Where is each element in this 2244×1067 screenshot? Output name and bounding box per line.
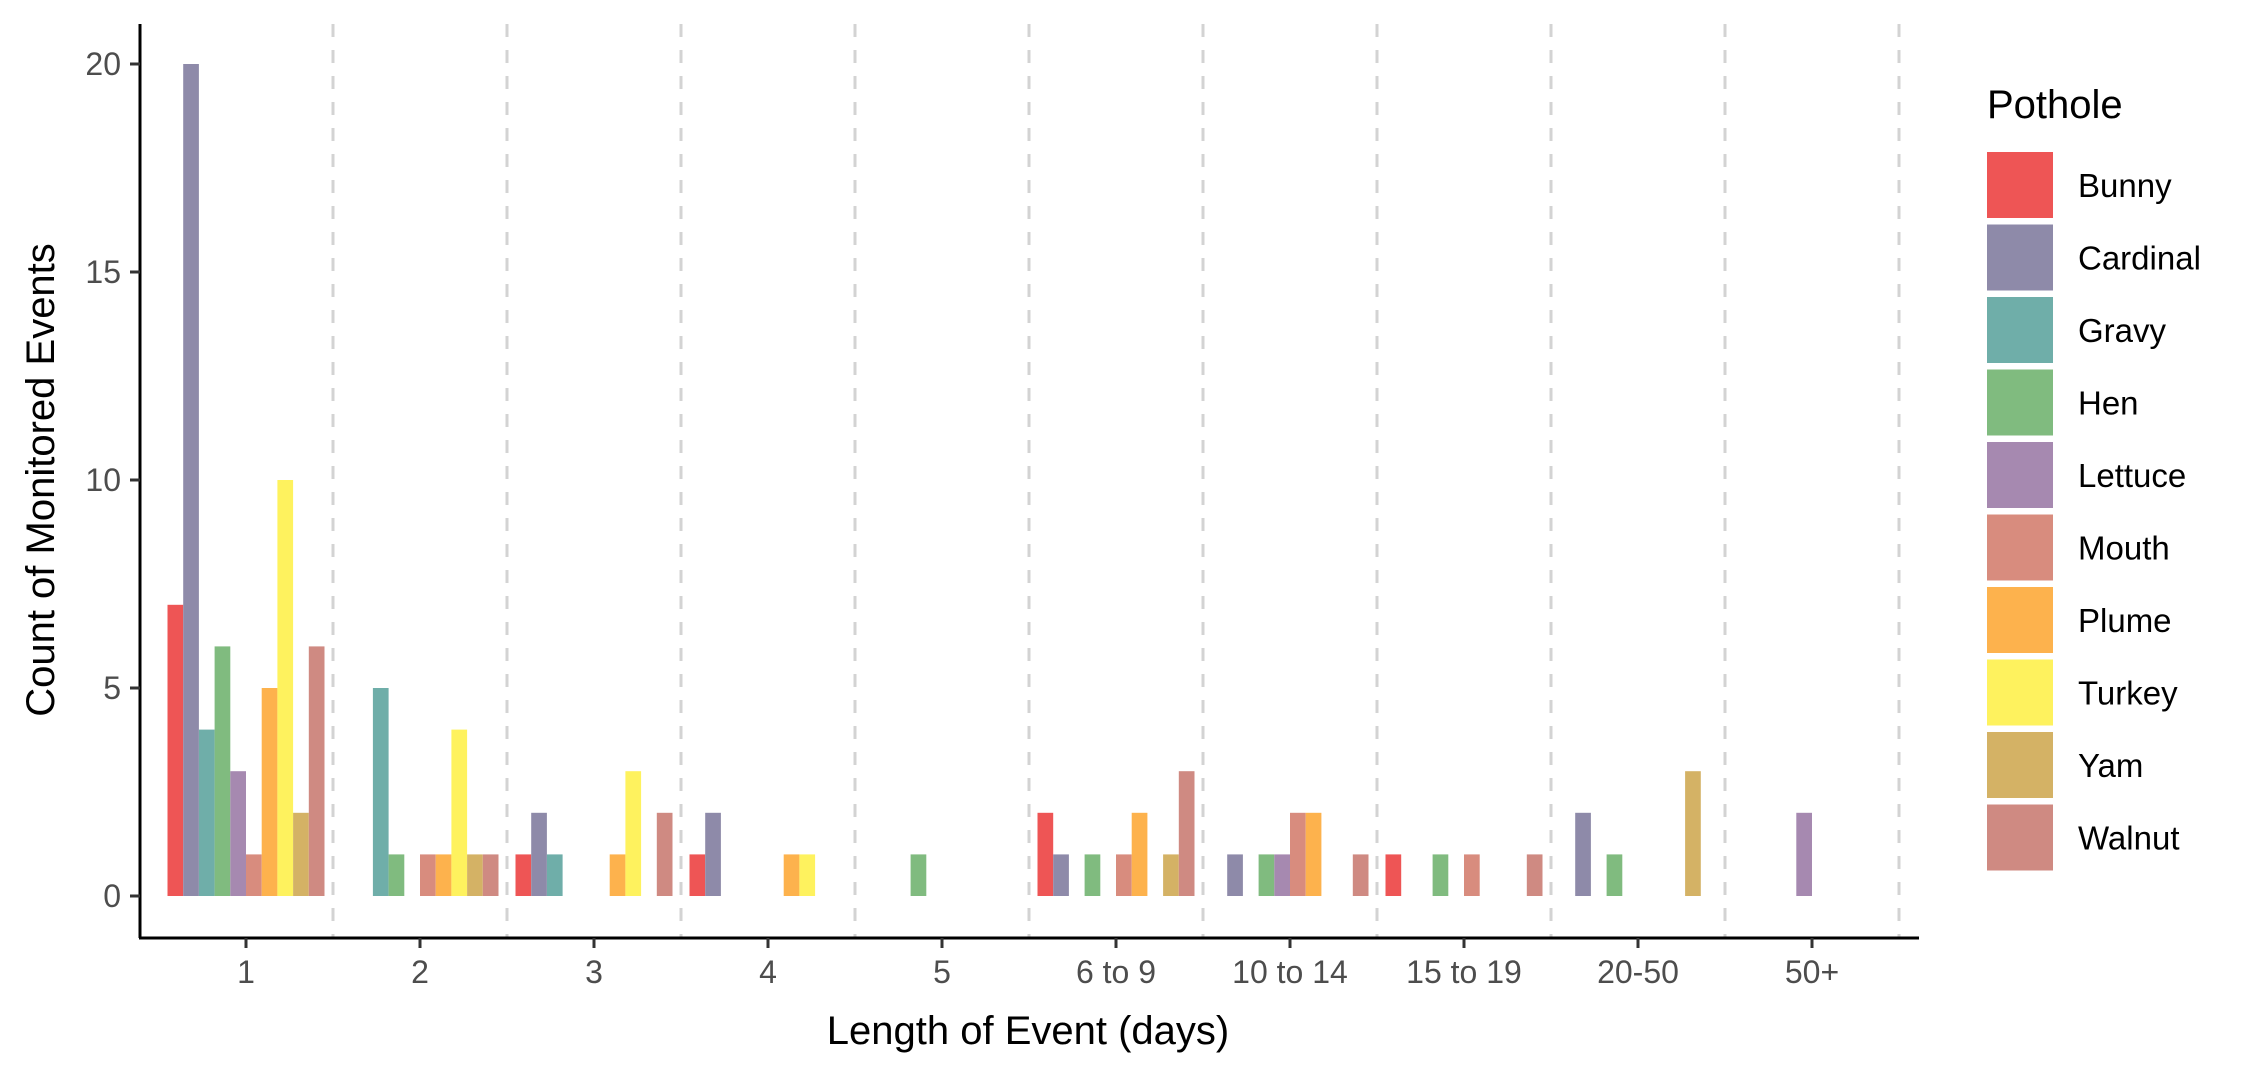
bar-walnut-0 (308, 646, 325, 896)
y-tick-label: 20 (85, 46, 121, 82)
legend-key-mouth (1987, 514, 2053, 581)
bar-cardinal-0 (183, 64, 199, 896)
bar-walnut-1 (482, 854, 499, 896)
bar-hen-7 (1432, 854, 1449, 896)
bar-bunny-2 (515, 854, 532, 896)
bar-gravy-1 (372, 688, 389, 896)
bar-plume-0 (261, 688, 278, 896)
x-tick-label: 20-50 (1597, 954, 1679, 990)
x-tick-label: 15 to 19 (1406, 954, 1522, 990)
x-tick-label: 1 (237, 954, 255, 990)
bar-yam-5 (1163, 854, 1179, 896)
legend-key-bunny (1987, 152, 2053, 218)
legend-key-cardinal (1987, 224, 2053, 291)
bars (167, 64, 1812, 896)
y-tick-label: 10 (85, 462, 121, 498)
x-axis-title: Length of Event (days) (827, 1009, 1229, 1053)
bar-cardinal-3 (705, 812, 721, 896)
bar-bunny-5 (1037, 812, 1054, 896)
legend-label-yam: Yam (2078, 747, 2143, 784)
y-axis-title: Count of Monitored Events (19, 243, 63, 717)
legend-key-gravy (1987, 297, 2053, 363)
legend-title: Pothole (1987, 83, 2123, 127)
bar-hen-8 (1606, 854, 1623, 896)
bar-hen-0 (214, 646, 231, 896)
legend-label-bunny: Bunny (2078, 167, 2172, 204)
bar-yam-8 (1685, 771, 1701, 896)
y-tick-label: 15 (85, 254, 121, 290)
bar-yam-0 (293, 812, 309, 896)
bar-walnut-2 (656, 812, 673, 896)
bar-walnut-6 (1352, 854, 1369, 896)
bar-mouth-1 (420, 854, 436, 896)
x-tick-label: 6 to 9 (1076, 954, 1156, 990)
bar-plume-3 (783, 854, 800, 896)
bar-lettuce-0 (230, 771, 246, 896)
bar-mouth-7 (1464, 854, 1480, 896)
bar-hen-5 (1084, 854, 1101, 896)
legend-label-gravy: Gravy (2078, 312, 2167, 349)
x-ticks: 1 2 3 4 5 6 to 9 10 to 14 15 to 19 20-50 50+ (237, 938, 1839, 990)
legend-key-hen (1987, 369, 2053, 436)
bar-cardinal-5 (1053, 854, 1069, 896)
x-tick-label: 2 (411, 954, 429, 990)
legend-key-yam (1987, 732, 2053, 798)
legend-key-turkey (1987, 659, 2053, 726)
bar-lettuce-6 (1274, 854, 1290, 896)
category-separators (331, 24, 1901, 938)
legend-key-lettuce (1987, 442, 2053, 508)
x-tick-label: 3 (585, 954, 603, 990)
bar-plume-1 (435, 854, 452, 896)
x-tick-label: 4 (759, 954, 777, 990)
y-ticks: 0 5 10 15 20 (85, 46, 140, 914)
bar-bunny-7 (1385, 854, 1402, 896)
bar-plume-5 (1131, 812, 1148, 896)
bar-turkey-0 (277, 480, 294, 896)
legend-label-mouth: Mouth (2078, 530, 2170, 567)
legend-key-plume (1987, 587, 2053, 653)
bar-mouth-6 (1290, 812, 1306, 896)
legend-key-walnut (1987, 804, 2053, 871)
bar-turkey-2 (625, 771, 642, 896)
legend-label-cardinal: Cardinal (2078, 240, 2201, 277)
bar-cardinal-6 (1227, 854, 1243, 896)
bar-plume-2 (609, 854, 626, 896)
x-tick-label: 10 to 14 (1232, 954, 1348, 990)
bar-hen-4 (910, 854, 927, 896)
x-tick-label: 5 (933, 954, 951, 990)
bar-turkey-3 (799, 854, 816, 896)
legend-label-lettuce: Lettuce (2078, 457, 2186, 494)
y-tick-label: 5 (103, 670, 121, 706)
bar-mouth-5 (1116, 854, 1132, 896)
legend-label-plume: Plume (2078, 602, 2172, 639)
legend: Pothole Bunny Cardinal Gravy Hen Lettuce Mout… (1987, 83, 2201, 871)
bar-walnut-7 (1526, 854, 1543, 896)
bar-hen-1 (388, 854, 405, 896)
bar-plume-6 (1305, 812, 1322, 896)
legend-label-hen: Hen (2078, 385, 2139, 422)
bar-walnut-5 (1178, 771, 1195, 896)
bar-hen-6 (1258, 854, 1275, 896)
bar-yam-1 (467, 854, 483, 896)
bar-cardinal-2 (531, 812, 547, 896)
bar-lettuce-9 (1796, 812, 1812, 896)
legend-label-walnut: Walnut (2078, 820, 2179, 857)
bar-mouth-0 (246, 854, 262, 896)
y-tick-label: 0 (103, 878, 121, 914)
bar-gravy-0 (198, 729, 215, 896)
bar-bunny-3 (689, 854, 706, 896)
x-tick-label: 50+ (1785, 954, 1839, 990)
bar-turkey-1 (451, 729, 468, 896)
bar-bunny-0 (167, 604, 184, 896)
bar-gravy-2 (546, 854, 563, 896)
legend-label-turkey: Turkey (2078, 675, 2178, 712)
bar-cardinal-8 (1575, 812, 1591, 896)
